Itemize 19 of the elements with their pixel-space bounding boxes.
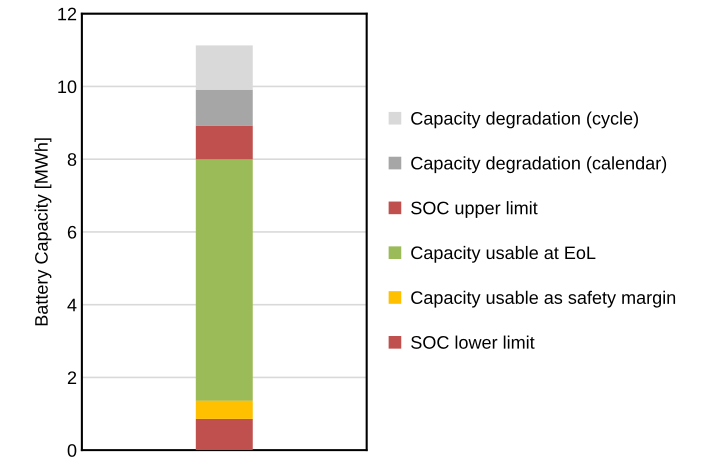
legend-label: Capacity degradation (cycle) bbox=[411, 111, 638, 128]
y-tick-label: 8 bbox=[68, 153, 76, 166]
y-tick-label: 10 bbox=[58, 80, 76, 94]
y-tick-label: 4 bbox=[67, 298, 76, 312]
legend-label: Capacity usable as safety margin bbox=[411, 290, 676, 308]
legend-label: SOC upper limit bbox=[411, 201, 538, 218]
bar bbox=[196, 418, 253, 450]
legend-label: Capacity usable at EoL bbox=[411, 246, 596, 263]
legend-label: Capacity degradation (calendar) bbox=[411, 156, 666, 174]
y-tick-label: 2 bbox=[68, 371, 76, 384]
y-tick-label: 0 bbox=[68, 444, 76, 457]
y-tick-label: 6 bbox=[68, 226, 76, 239]
bar bbox=[196, 90, 253, 126]
y-tick-label: 12 bbox=[58, 8, 76, 20]
legend-label: SOC lower limit bbox=[411, 336, 535, 349]
bar bbox=[196, 159, 253, 401]
y-axis-title: Battery Capacity [MWh] bbox=[34, 138, 52, 326]
bar bbox=[196, 400, 253, 419]
bar bbox=[196, 126, 253, 160]
